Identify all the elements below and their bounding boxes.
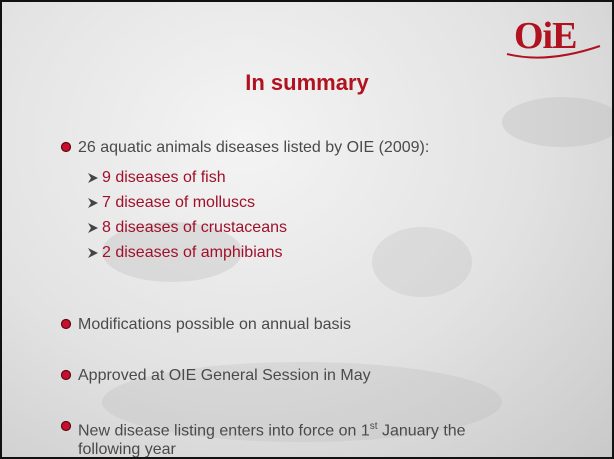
- sub-bullet: 8 diseases of crustaceans: [102, 219, 287, 237]
- bullet-text: New disease listing enters into force on…: [78, 422, 370, 439]
- superscript: st: [370, 421, 378, 432]
- slide: OiE In summary 26 aquatic animals diseas…: [0, 0, 614, 459]
- sub-bullet: 9 diseases of fish: [102, 169, 226, 187]
- bullet: New disease listing enters into force on…: [78, 417, 498, 459]
- logo: OiE: [514, 14, 576, 58]
- bullet: 26 aquatic animals diseases listed by OI…: [78, 138, 518, 157]
- sub-bullet: 2 diseases of amphibians: [102, 244, 283, 262]
- sub-bullet: 7 disease of molluscs: [102, 194, 255, 212]
- bullet: Approved at OIE General Session in May: [78, 366, 518, 385]
- bullet: Modifications possible on annual basis: [78, 315, 518, 334]
- slide-title: In summary: [2, 70, 612, 96]
